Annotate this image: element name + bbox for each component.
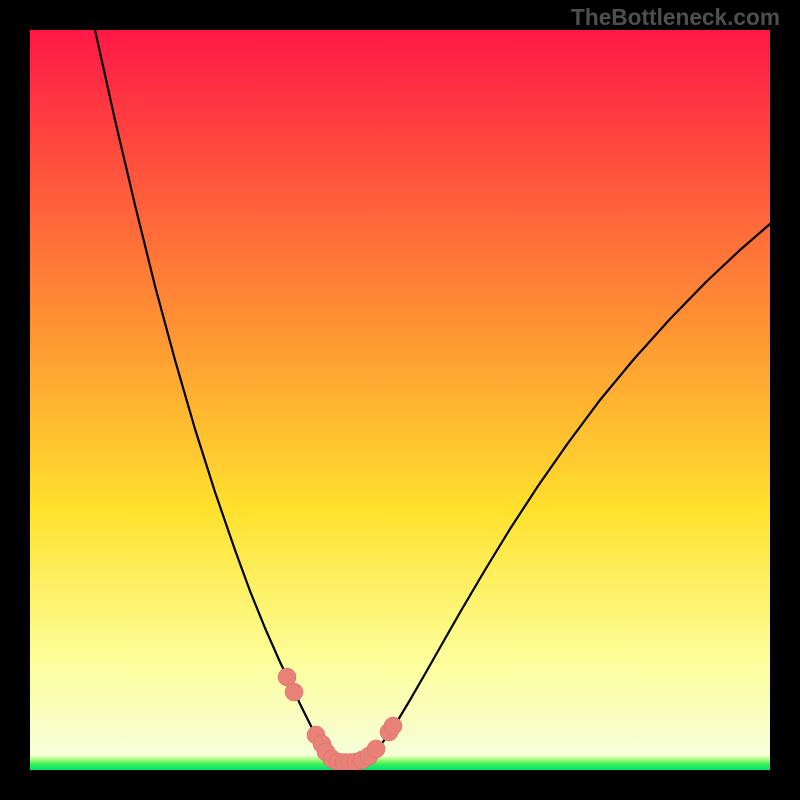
watermark-text: TheBottleneck.com — [571, 4, 780, 31]
gradient-background — [30, 30, 770, 770]
bottleneck-curve-chart — [30, 30, 770, 770]
marker-point — [285, 683, 303, 701]
marker-point — [384, 717, 402, 735]
plot-area — [30, 30, 770, 770]
marker-point — [367, 740, 385, 758]
